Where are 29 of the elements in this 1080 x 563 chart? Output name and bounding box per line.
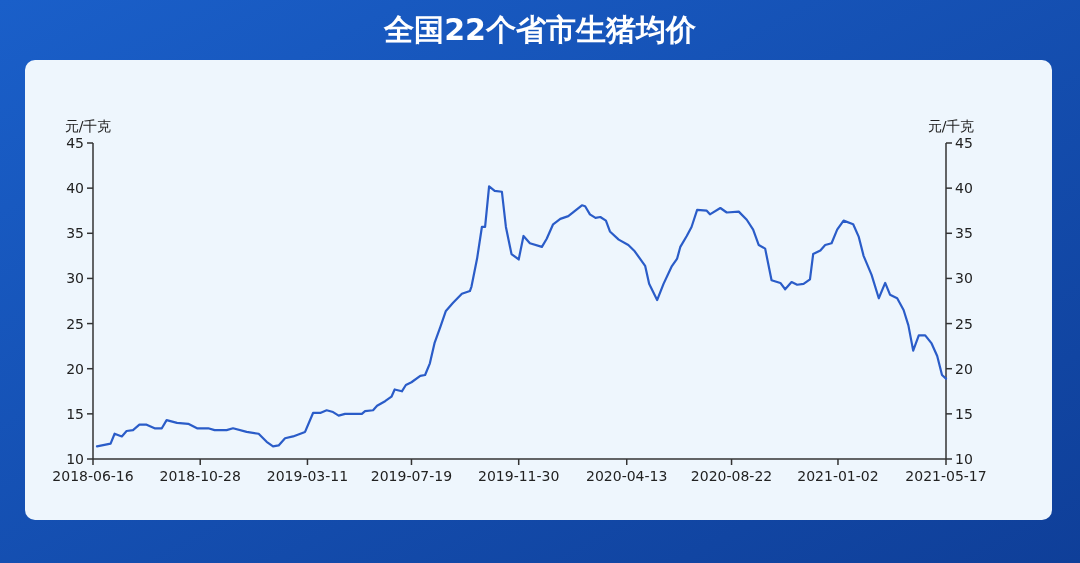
x-tick-label: 2020-04-13	[586, 468, 668, 484]
chart-title: 全国22个省市生猪均价	[383, 12, 697, 47]
y2-tick-label: 35	[955, 225, 973, 242]
y2-tick-label: 30	[955, 270, 973, 287]
y-tick-label: 25	[66, 315, 84, 332]
y-tick-label: 45	[66, 135, 84, 151]
y-tick-label: 40	[66, 180, 84, 197]
y-tick-label: 20	[66, 360, 84, 377]
x-tick-label: 2019-03-11	[266, 468, 349, 484]
y2-tick-label: 25	[955, 315, 973, 332]
y-tick-label: 10	[66, 451, 84, 467]
line-series	[95, 185, 948, 448]
y2-tick-label: 20	[955, 360, 973, 377]
y-tick-label: 15	[66, 405, 84, 422]
x-tick-label: 2020-08-22	[690, 468, 773, 484]
x-tick-label: 2018-10-28	[159, 468, 241, 484]
y-tick-label: 30	[66, 270, 84, 287]
x-tick-label: 2019-11-30	[478, 468, 560, 484]
y2-axis-title: 元/千克	[927, 118, 975, 134]
x-tick-label: 2021-01-02	[797, 468, 879, 484]
x-tick-label: 2018-06-16	[52, 468, 134, 484]
y2-tick-label: 45	[955, 135, 973, 151]
y-axis-title: 元/千克	[64, 118, 112, 134]
y2-tick-label: 15	[955, 405, 973, 422]
x-tick-label: 2019-07-19	[370, 468, 453, 484]
y2-tick-label: 40	[955, 180, 973, 197]
x-tick-label: 2021-05-17	[905, 468, 987, 484]
y-tick-label: 35	[66, 225, 84, 242]
y2-tick-label: 10	[955, 451, 973, 467]
